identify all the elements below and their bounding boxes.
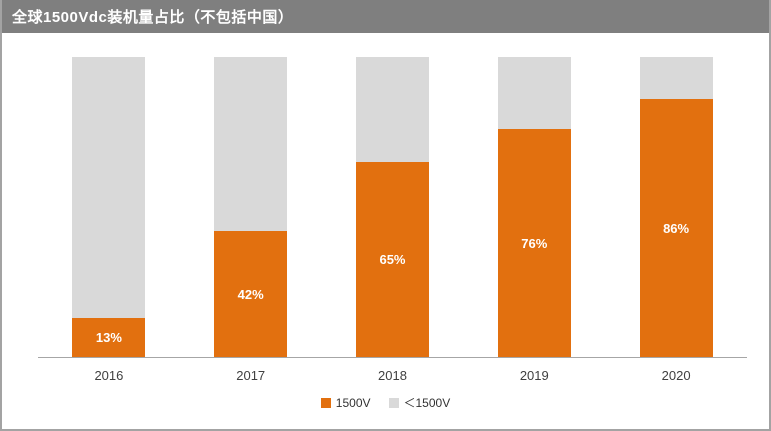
stacked-bar-2018: 65% (355, 57, 429, 357)
x-axis-line (38, 357, 747, 358)
chart-title-bar: 全球1500Vdc装机量占比（不包括中国） (2, 0, 769, 33)
x-axis-label-2016: 2016 (94, 368, 124, 383)
bar-column-2018: 65% (322, 57, 464, 357)
bar-segment-lt1500v (355, 57, 429, 162)
bar-data-label: 42% (237, 286, 264, 302)
x-axis-label-2020: 2020 (661, 368, 691, 383)
bar-segment-1500v: 13% (72, 318, 146, 357)
bar-segment-lt1500v (639, 57, 713, 99)
bar-segment-lt1500v (214, 57, 288, 231)
bar-data-label: 13% (95, 330, 122, 345)
legend: 1500V ＜1500V (2, 394, 769, 411)
bar-segment-1500v: 42% (214, 231, 288, 357)
stacked-bar-2019: 76% (497, 57, 571, 357)
legend-swatch (388, 397, 399, 408)
bar-data-label: 65% (379, 252, 406, 267)
chart-title: 全球1500Vdc装机量占比（不包括中国） (12, 9, 294, 26)
legend-item-1500v: 1500V (320, 395, 371, 410)
legend-swatch (320, 397, 331, 408)
stacked-bar-2016: 13% (72, 57, 146, 357)
stacked-bar-2020: 86% (639, 57, 713, 357)
bar-column-2020: 86% (605, 57, 747, 357)
bar-segment-1500v: 65% (355, 162, 429, 357)
plot-area: 13% 42% 65% 76% 86% (38, 57, 747, 357)
stacked-bar-2017: 42% (214, 57, 288, 357)
legend-label: 1500V (335, 395, 371, 410)
bar-segment-1500v: 86% (639, 99, 713, 357)
legend-label: ＜1500V (403, 396, 451, 410)
bar-segment-lt1500v (497, 57, 571, 129)
bar-segment-1500v: 76% (497, 129, 571, 357)
x-axis-labels: 2016 2017 2018 2019 2020 (38, 368, 747, 383)
bar-data-label: 76% (521, 235, 548, 251)
bar-segment-lt1500v (72, 57, 146, 318)
bar-column-2017: 42% (180, 57, 322, 357)
x-axis-label-2018: 2018 (378, 368, 407, 383)
legend-item-lt1500v: ＜1500V (388, 394, 451, 411)
chart-area: 13% 42% 65% 76% 86% 2016 2017 2018 2019 2020 150… (2, 33, 769, 429)
bar-data-label: 86% (663, 220, 690, 236)
x-axis-label-2017: 2017 (236, 368, 266, 383)
bar-column-2016: 13% (38, 57, 180, 357)
x-axis-label-2019: 2019 (519, 368, 549, 383)
bar-column-2019: 76% (463, 57, 605, 357)
